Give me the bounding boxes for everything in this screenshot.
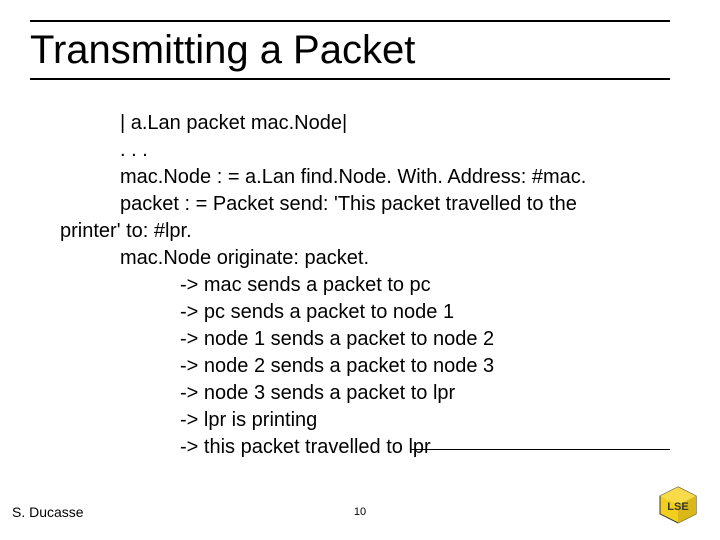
code-line: mac.Node originate: packet. xyxy=(60,245,660,272)
title-rule-top xyxy=(30,20,670,22)
output-line: -> this packet travelled to lpr xyxy=(60,434,660,461)
page-number: 10 xyxy=(354,506,366,518)
output-line: -> node 1 sends a packet to node 2 xyxy=(60,326,660,353)
output-line: -> pc sends a packet to node 1 xyxy=(60,299,660,326)
code-line: printer' to: #lpr. xyxy=(60,218,660,245)
output-line: -> node 2 sends a packet to node 3 xyxy=(60,353,660,380)
code-line: mac.Node : = a.Lan find.Node. With. Addr… xyxy=(60,164,660,191)
output-line: -> mac sends a packet to pc xyxy=(60,272,660,299)
body-content: | a.Lan packet mac.Node| . . . mac.Node … xyxy=(60,110,660,461)
code-line: . . . xyxy=(60,137,660,164)
footer-rule xyxy=(410,449,670,450)
code-line: packet : = Packet send: 'This packet tra… xyxy=(60,191,660,218)
slide-title: Transmitting a Packet xyxy=(30,24,670,76)
code-line: | a.Lan packet mac.Node| xyxy=(60,110,660,137)
title-block: Transmitting a Packet xyxy=(30,20,670,80)
lse-logo-icon: LSE xyxy=(656,485,700,525)
output-line: -> lpr is printing xyxy=(60,407,660,434)
svg-text:LSE: LSE xyxy=(667,501,688,513)
author-name: S. Ducasse xyxy=(12,504,84,520)
title-rule-bottom xyxy=(30,78,670,80)
output-line: -> node 3 sends a packet to lpr xyxy=(60,380,660,407)
